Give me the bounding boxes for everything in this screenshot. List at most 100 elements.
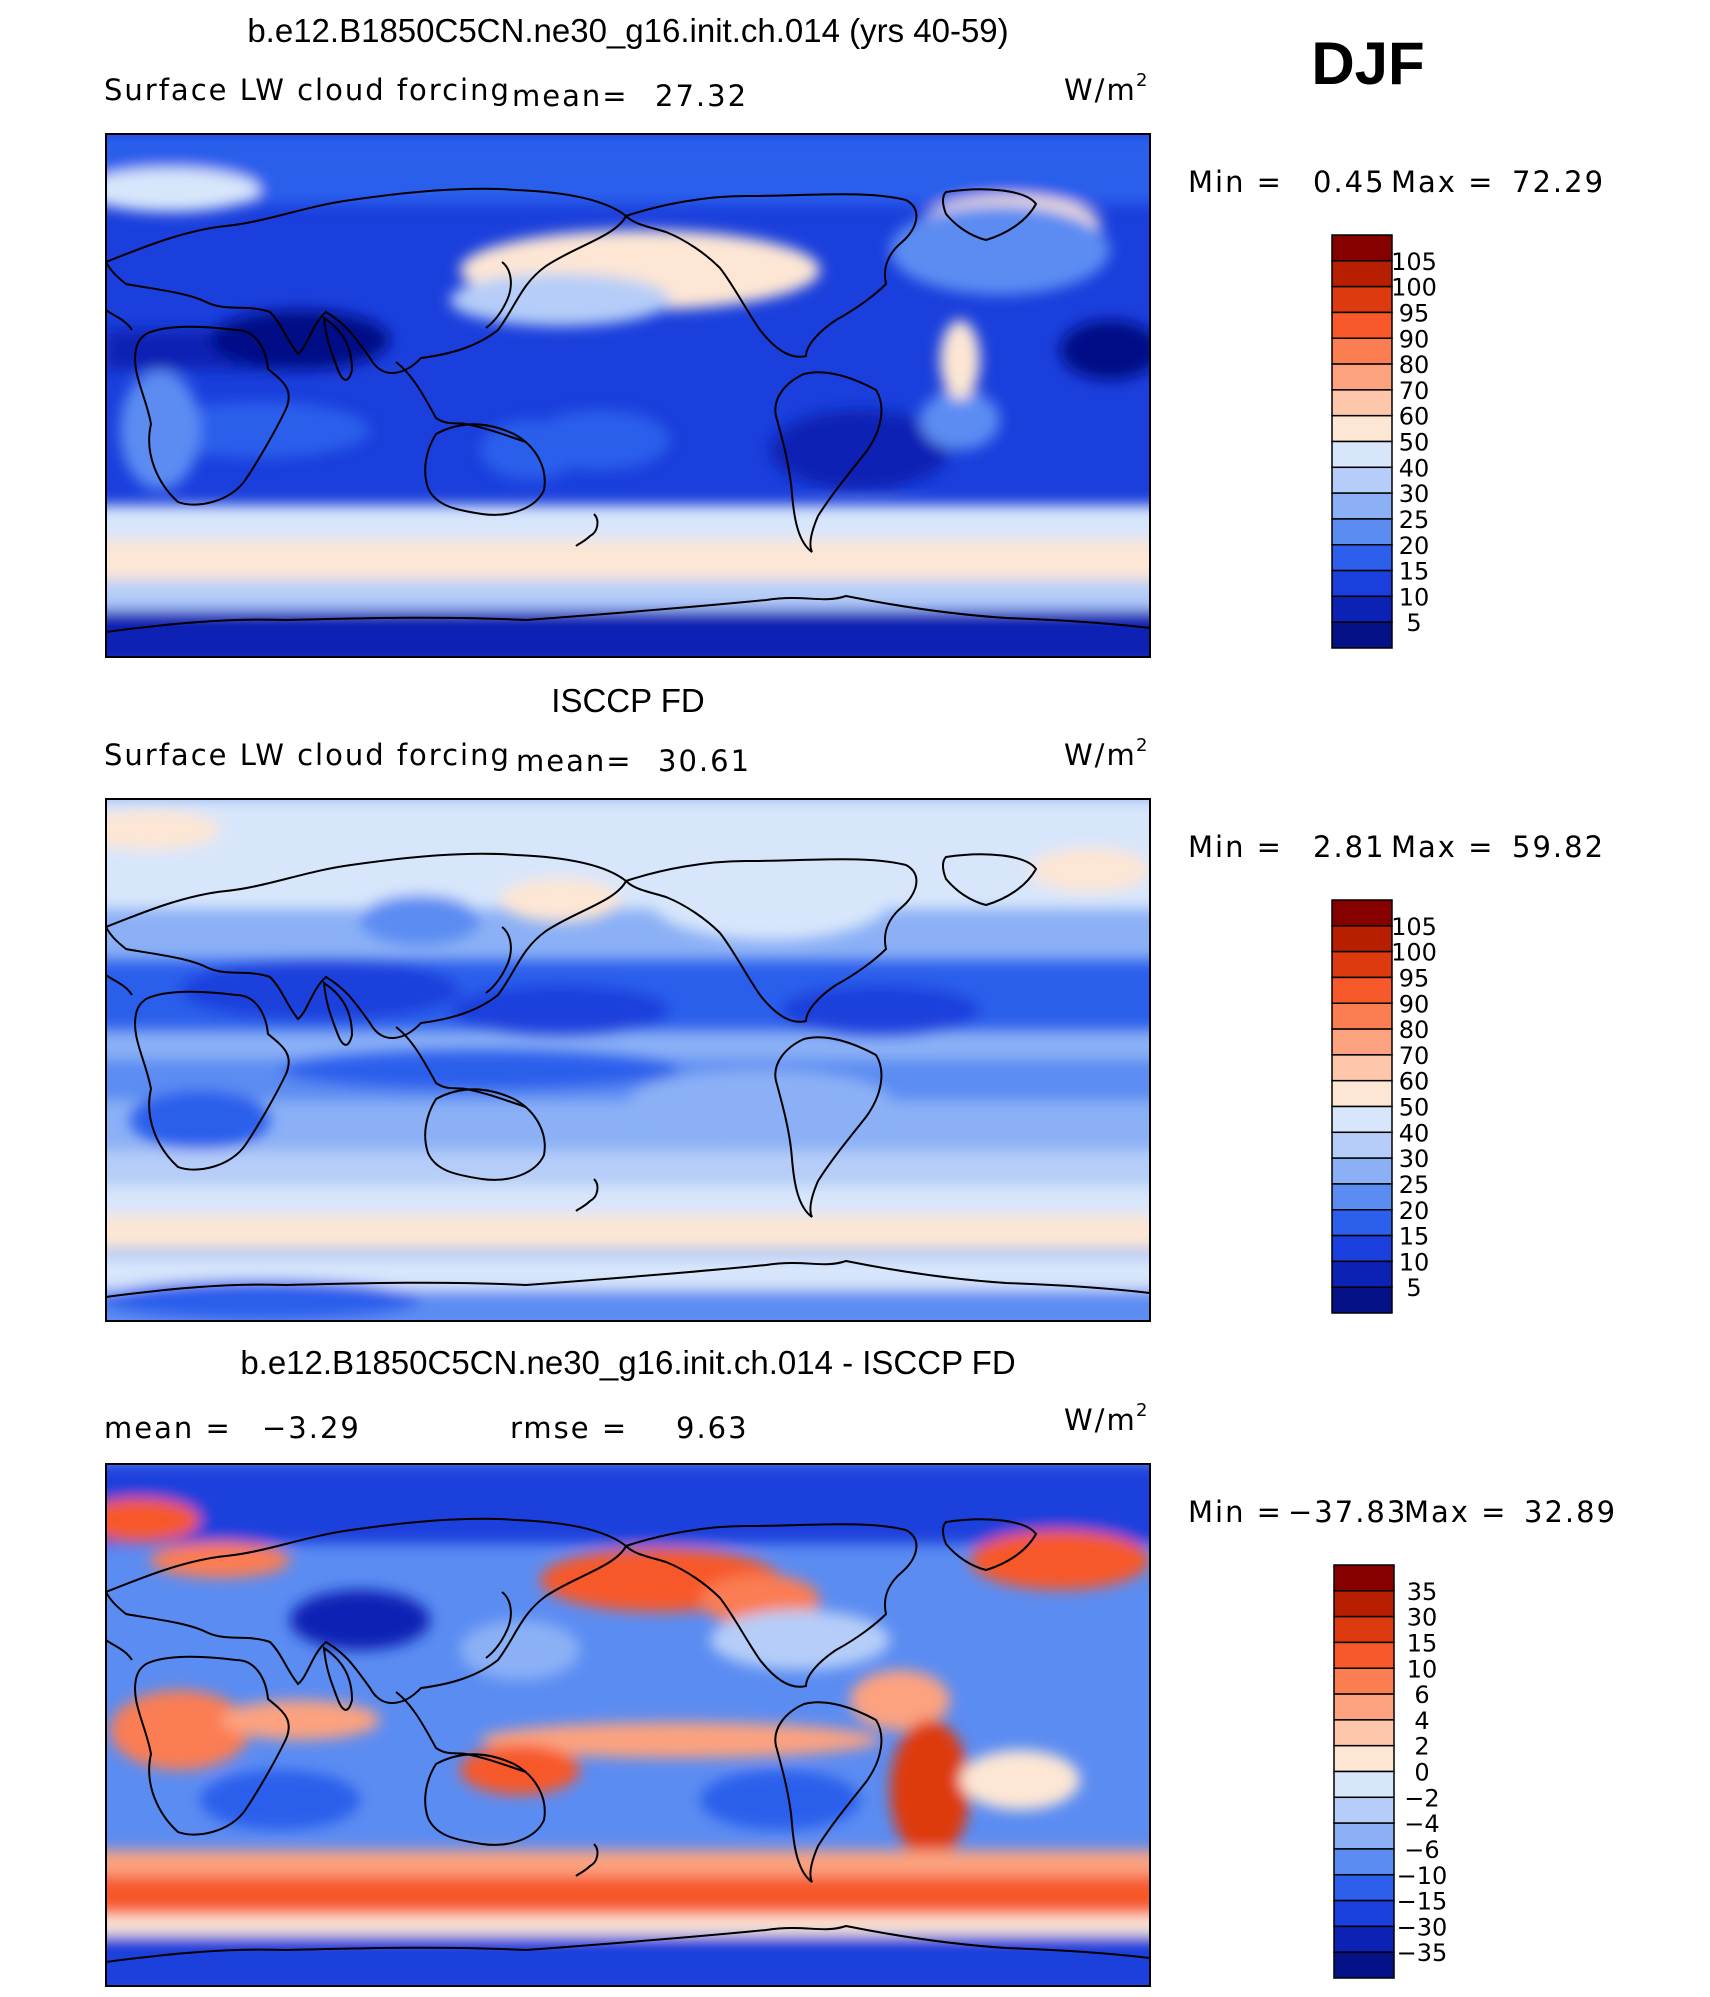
max-label: Max = [1391,830,1494,864]
colorbar-tick-label: 50 [1399,1094,1430,1122]
colorbar-swatch [1333,1796,1395,1824]
min-value: 0.45 [1313,165,1386,199]
colorbar-swatch [1333,1590,1395,1618]
colorbar-tick-label: 95 [1399,964,1430,992]
max-label: Max = [1404,1495,1507,1529]
colorbar-swatch [1331,1183,1393,1211]
colorbar-swatch [1331,1286,1393,1314]
colorbar-swatch [1331,1234,1393,1263]
map-frame [105,133,1151,658]
colorbar-tick-label: −4 [1404,1810,1439,1838]
panel-diff: b.e12.B1850C5CN.ne30_g16.init.ch.014 - I… [104,1344,1617,1987]
max-value: 32.89 [1524,1495,1617,1529]
svg-text:W/m: W/m [1064,73,1137,107]
colorbar-tick-label: 95 [1399,299,1430,327]
colorbar-swatch [1331,492,1393,520]
rmse-value: 9.63 [676,1411,749,1445]
mean-value: 27.32 [655,79,748,113]
panel-model: b.e12.B1850C5CN.ne30_g16.init.ch.014 (yr… [104,12,1605,658]
colorbar-swatch [1331,414,1393,443]
colorbar-tick-label: 30 [1399,1145,1430,1173]
colorbar-swatch [1331,1002,1393,1030]
units-label: W/m 2 [1064,1400,1147,1437]
map-frame [105,1463,1151,1987]
colorbar-tick-label: 60 [1399,403,1430,431]
colorbar-tick-label: 2 [1414,1733,1429,1761]
colorbar-tick-label: 70 [1399,1042,1430,1070]
colorbar-tick-label: 40 [1399,1119,1430,1147]
colorbar-tick-label: 15 [1399,558,1430,586]
colorbar-swatch [1331,1131,1393,1159]
colorbar-swatch [1333,1770,1395,1799]
map-plot [106,1464,1150,1986]
colorbar-swatch [1331,285,1393,314]
rmse-label: rmse = [510,1411,628,1445]
colorbar-swatch [1331,466,1393,494]
colorbar-swatch [1333,1615,1395,1644]
colorbar-swatch [1333,1848,1395,1876]
colorbar-swatch [1333,1564,1395,1592]
colorbar-tick-label: 30 [1407,1604,1438,1632]
colorbar-tick-label: 5 [1406,609,1421,637]
colorbar-swatch [1331,621,1393,649]
colorbar-tick-label: −30 [1397,1913,1448,1941]
colorbar-swatch [1331,389,1393,417]
colorbar-swatch [1331,1260,1393,1288]
colorbar-swatch [1331,363,1393,391]
svg-text:2: 2 [1136,1400,1147,1421]
colorbar-swatch [1331,337,1393,365]
min-value: 2.81 [1313,830,1386,864]
colorbar-tick-label: 50 [1399,429,1430,457]
colorbar-swatch [1331,899,1393,927]
max-label: Max = [1391,165,1494,199]
colorbar-tick-label: 25 [1399,1171,1430,1199]
colorbar-tick-label: 25 [1399,506,1430,534]
svg-text:2: 2 [1136,735,1147,756]
colorbar-swatch [1333,1744,1395,1773]
units-label: W/m 2 [1064,735,1147,772]
colorbar-swatch [1333,1874,1395,1902]
colorbar-swatch [1331,925,1393,953]
colorbar-tick-label: −35 [1397,1939,1448,1967]
panel-obs: ISCCP FD Surface LW cloud forcing mean= … [104,682,1605,1322]
colorbar-swatch [1331,569,1393,598]
max-value: 59.82 [1512,830,1605,864]
mean-label: mean= [516,744,633,778]
colorbar-swatch [1331,976,1393,1004]
mean-value: −3.29 [262,1411,361,1445]
colorbar-swatch [1331,518,1393,546]
colorbar-tick-label: −10 [1397,1862,1448,1890]
panel-title: b.e12.B1850C5CN.ne30_g16.init.ch.014 (yr… [247,12,1008,49]
colorbar-tick-label: 90 [1399,325,1430,353]
colorbar-tick-label: 35 [1407,1578,1438,1606]
colorbar-tick-label: −6 [1404,1836,1439,1864]
min-value: −37.83 [1288,1495,1407,1529]
map-plot [106,134,1150,657]
colorbar-tick-label: 100 [1391,274,1437,302]
panel-title: ISCCP FD [551,682,704,719]
colorbar-swatch [1331,544,1393,572]
svg-text:W/m: W/m [1064,738,1137,772]
colorbar-swatch [1331,311,1393,339]
max-value: 72.29 [1512,165,1605,199]
colorbar-tick-label: 6 [1414,1681,1429,1709]
min-label: Min = [1188,1495,1283,1529]
colorbar-tick-label: 20 [1399,1197,1430,1225]
colorbar-swatch [1331,1209,1393,1237]
colorbar-swatch [1333,1641,1395,1669]
colorbar-tick-label: 105 [1391,913,1437,941]
colorbar-swatch [1331,1028,1393,1056]
colorbar-swatch [1333,1822,1395,1850]
colorbar-swatch [1331,1105,1393,1134]
colorbar-swatch [1331,234,1393,262]
colorbar-swatch [1331,260,1393,288]
colorbar-tick-label: 100 [1391,939,1437,967]
colorbar-tick-label: 70 [1399,377,1430,405]
map-plot [106,799,1150,1321]
colorbar-tick-label: 10 [1399,1248,1430,1276]
svg-text:2: 2 [1136,70,1147,91]
